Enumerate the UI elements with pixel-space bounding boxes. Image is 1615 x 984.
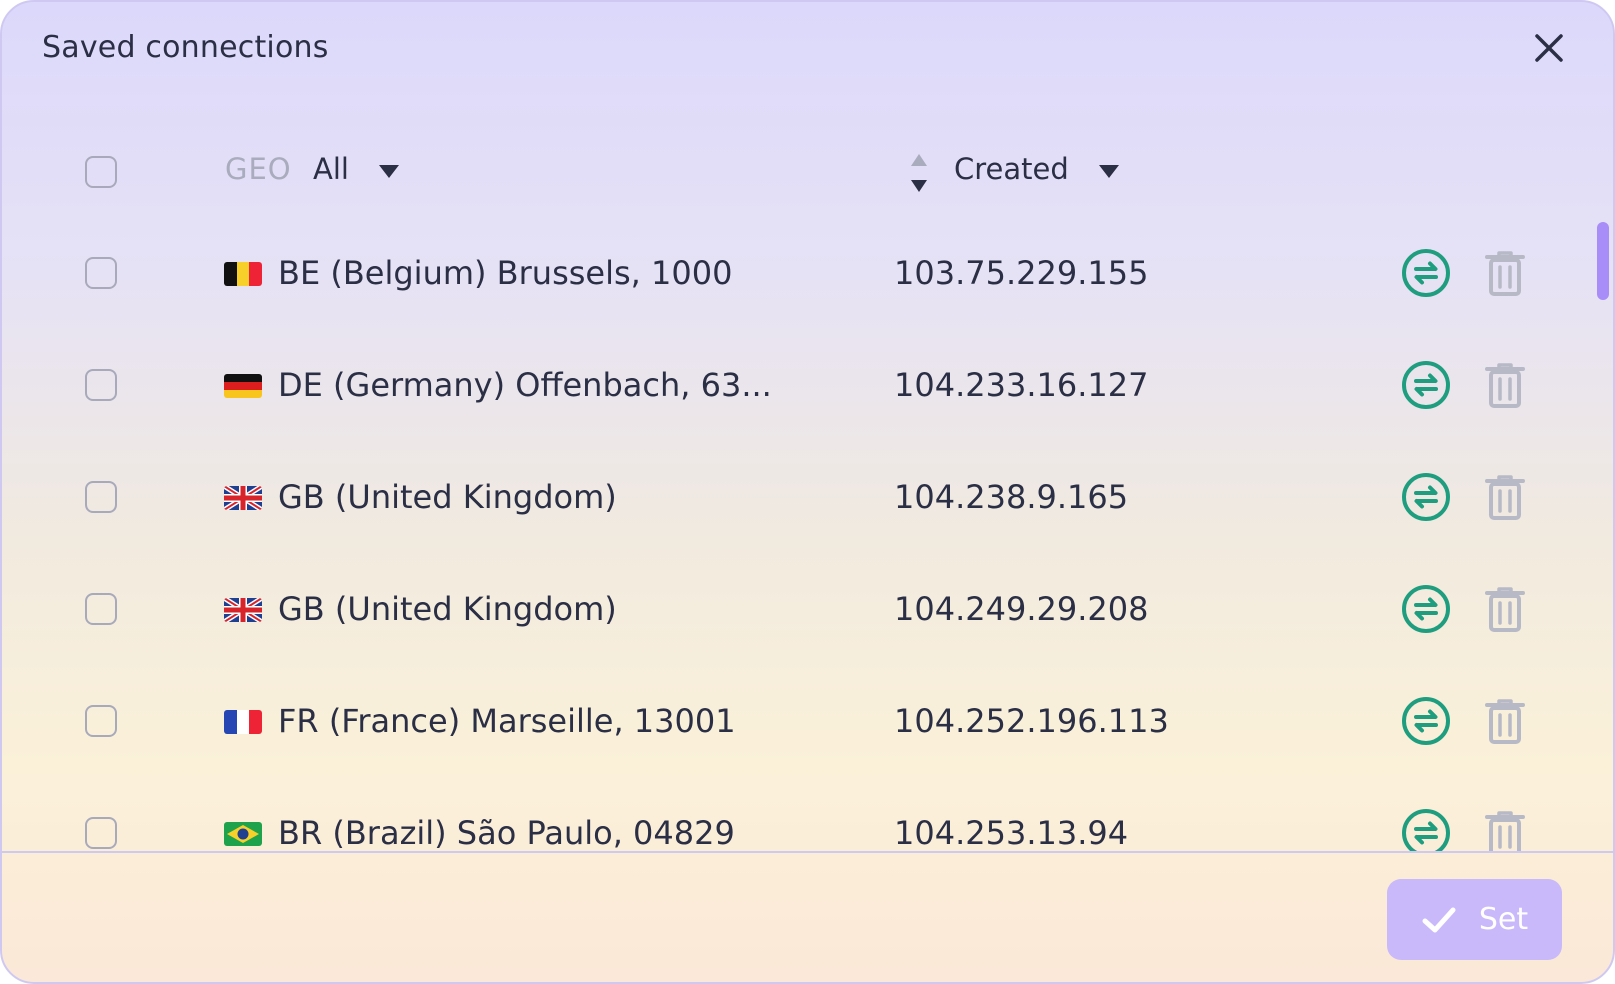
switch-connection-button[interactable] — [1401, 584, 1451, 634]
switch-arrows-icon — [1401, 585, 1451, 638]
trash-icon — [1484, 475, 1526, 525]
delete-connection-button[interactable] — [1484, 249, 1526, 297]
connection-ip: 104.238.9.165 — [894, 478, 1129, 516]
delete-connection-button[interactable] — [1484, 697, 1526, 745]
gb-flag-icon — [224, 486, 262, 510]
row-checkbox[interactable] — [85, 257, 117, 289]
connection-ip: 104.253.13.94 — [894, 814, 1129, 852]
connection-location: BE (Belgium) Brussels, 1000 — [278, 254, 733, 292]
connection-location: BR (Brazil) São Paulo, 04829 — [278, 814, 735, 852]
delete-connection-button[interactable] — [1484, 809, 1526, 852]
trash-icon — [1484, 251, 1526, 301]
sort-order-icon[interactable] — [908, 152, 930, 194]
list-scrollbar-thumb[interactable] — [1597, 222, 1609, 300]
connections-list[interactable]: BE (Belgium) Brussels, 1000 103.75.229.15… — [2, 217, 1613, 852]
br-flag-icon — [224, 822, 262, 846]
switch-connection-button[interactable] — [1401, 808, 1451, 852]
delete-connection-button[interactable] — [1484, 585, 1526, 633]
delete-connection-button[interactable] — [1484, 361, 1526, 409]
switch-connection-button[interactable] — [1401, 248, 1451, 298]
connection-row[interactable]: BR (Brazil) São Paulo, 04829 104.253.13.9… — [2, 777, 1613, 852]
connection-row[interactable]: GB (United Kingdom) 104.249.29.208 — [2, 553, 1613, 665]
row-checkbox[interactable] — [85, 705, 117, 737]
fr-flag-icon — [224, 710, 262, 734]
connection-row[interactable]: FR (France) Marseille, 13001 104.252.196.… — [2, 665, 1613, 777]
switch-arrows-icon — [1401, 809, 1451, 852]
connection-row[interactable]: DE (Germany) Offenbach, 63... 104.233.16.… — [2, 329, 1613, 441]
connection-ip: 104.252.196.113 — [894, 702, 1169, 740]
sort-field-label[interactable]: Created — [954, 152, 1069, 186]
connection-location: GB (United Kingdom) — [278, 478, 617, 516]
row-checkbox[interactable] — [85, 369, 117, 401]
footer-divider — [2, 851, 1613, 853]
switch-arrows-icon — [1401, 473, 1451, 526]
be-flag-icon — [224, 262, 262, 286]
sort-field-dropdown-icon[interactable] — [1099, 165, 1119, 178]
switch-arrows-icon — [1401, 361, 1451, 414]
connection-location: FR (France) Marseille, 13001 — [278, 702, 736, 740]
switch-arrows-icon — [1401, 249, 1451, 302]
geo-filter-value[interactable]: All — [313, 152, 349, 186]
connection-ip: 104.233.16.127 — [894, 366, 1149, 404]
close-icon — [1535, 34, 1563, 62]
dialog-title: Saved connections — [42, 30, 329, 65]
switch-connection-button[interactable] — [1401, 696, 1451, 746]
gb-flag-icon — [224, 598, 262, 622]
connection-location: DE (Germany) Offenbach, 63... — [278, 366, 772, 404]
set-button-label: Set — [1478, 902, 1529, 937]
de-flag-icon — [224, 374, 262, 398]
connection-ip: 103.75.229.155 — [894, 254, 1149, 292]
switch-arrows-icon — [1401, 697, 1451, 750]
select-all-checkbox[interactable] — [85, 156, 117, 188]
delete-connection-button[interactable] — [1484, 473, 1526, 521]
connection-row[interactable]: BE (Belgium) Brussels, 1000 103.75.229.15… — [2, 217, 1613, 329]
row-checkbox[interactable] — [85, 593, 117, 625]
switch-connection-button[interactable] — [1401, 472, 1451, 522]
connection-ip: 104.249.29.208 — [894, 590, 1149, 628]
geo-filter-dropdown-icon[interactable] — [379, 165, 399, 178]
connection-location: GB (United Kingdom) — [278, 590, 617, 628]
close-button[interactable] — [1531, 30, 1567, 66]
trash-icon — [1484, 811, 1526, 852]
trash-icon — [1484, 587, 1526, 637]
checkmark-icon — [1422, 907, 1456, 932]
row-checkbox[interactable] — [85, 817, 117, 849]
connection-row[interactable]: GB (United Kingdom) 104.238.9.165 — [2, 441, 1613, 553]
trash-icon — [1484, 699, 1526, 749]
set-button[interactable]: Set — [1387, 879, 1562, 960]
trash-icon — [1484, 363, 1526, 413]
row-checkbox[interactable] — [85, 481, 117, 513]
geo-filter-label: GEO — [225, 152, 292, 186]
switch-connection-button[interactable] — [1401, 360, 1451, 410]
